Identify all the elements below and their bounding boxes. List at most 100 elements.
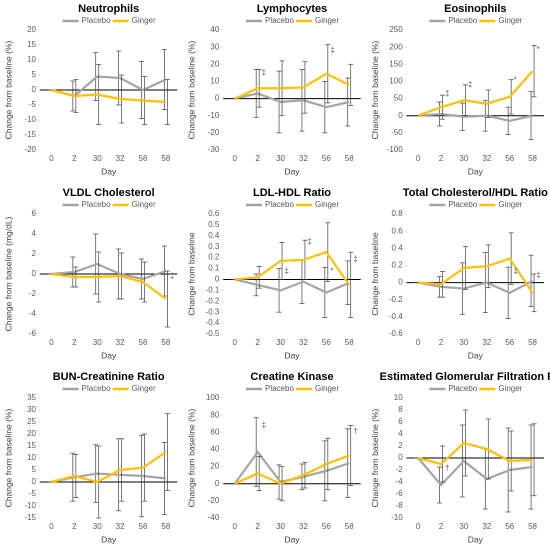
error-bar xyxy=(164,413,170,491)
annotation: ‡ xyxy=(468,80,472,89)
legend: Placebo Ginger xyxy=(62,384,156,393)
data-line xyxy=(417,441,533,466)
y-tick-label: -4 xyxy=(396,477,404,486)
x-tick-label: 30 xyxy=(93,154,102,163)
legend-label: Placebo xyxy=(448,16,477,25)
x-tick-label: 56 xyxy=(505,522,514,531)
chart-title: VLDL Cholesterol xyxy=(63,187,155,199)
y-tick-label: -5 xyxy=(29,100,37,109)
x-tick-label: 30 xyxy=(276,154,285,163)
y-tick-label: 0.6 xyxy=(392,226,404,235)
x-tick-label: 0 xyxy=(416,338,421,347)
y-axis-title: Change from baseline (%) xyxy=(370,40,380,139)
y-tick-label: 0 xyxy=(215,479,220,488)
y-tick-label: 4 xyxy=(398,429,403,438)
legend-label: Placebo xyxy=(265,384,294,393)
y-tick-label: 0 xyxy=(398,278,403,287)
y-tick-label: -0.4 xyxy=(389,312,403,321)
y-axis-title: Change from baseline (mg/dL) xyxy=(3,216,13,331)
error-bar xyxy=(164,79,170,125)
x-tick-label: 30 xyxy=(459,338,468,347)
legend-label: Placebo xyxy=(82,16,111,25)
legend-label: Ginger xyxy=(315,16,339,25)
y-tick-label: -15 xyxy=(24,130,36,139)
x-tick-label: 58 xyxy=(161,522,170,531)
y-tick-label: 40 xyxy=(210,25,219,34)
y-tick-label: 6 xyxy=(32,209,37,218)
legend-label: Ginger xyxy=(132,384,156,393)
y-tick-label: -30 xyxy=(208,145,220,154)
error-bar xyxy=(164,270,170,328)
annotation: ‡ xyxy=(307,237,311,246)
data-line xyxy=(417,279,534,295)
error-bar xyxy=(348,425,354,486)
x-axis-title: Day xyxy=(101,534,117,544)
x-tick-label: 2 xyxy=(439,338,444,347)
x-tick-label: 30 xyxy=(276,522,285,531)
x-tick-label: 56 xyxy=(322,154,331,163)
legend: Placebo Ginger xyxy=(62,200,156,209)
annotation: ‡ xyxy=(514,267,518,276)
x-axis-title: Day xyxy=(101,350,117,360)
legend: Placebo Ginger xyxy=(429,384,523,393)
data-line xyxy=(418,112,533,122)
x-tick-label: 32 xyxy=(116,154,125,163)
legend-label: Ginger xyxy=(498,16,522,25)
annotation: ‡ xyxy=(353,254,357,263)
chart-panel: Estimated Glomerular Filtration RatePlac… xyxy=(370,371,550,544)
annotation: ‡ xyxy=(330,45,334,54)
y-tick-label: 0 xyxy=(215,94,220,103)
y-tick-label: 0.5 xyxy=(208,220,220,229)
x-tick-label: 58 xyxy=(161,154,170,163)
x-tick-label: 2 xyxy=(72,154,77,163)
error-bar xyxy=(348,251,354,318)
y-tick-label: 40 xyxy=(210,445,219,454)
x-tick-label: 56 xyxy=(139,154,148,163)
y-tick-label: 0.4 xyxy=(392,243,404,252)
annotation: * xyxy=(537,45,540,54)
legend-label: Ginger xyxy=(315,200,339,209)
x-tick-label: 32 xyxy=(299,522,308,531)
x-tick-label: 30 xyxy=(276,338,285,347)
annotation: ‡ xyxy=(285,266,289,275)
y-tick-label: 0.6 xyxy=(208,209,220,218)
data-line xyxy=(234,92,350,109)
y-tick-label: -40 xyxy=(208,513,220,522)
x-tick-label: 58 xyxy=(528,154,537,163)
x-axis-title: Day xyxy=(468,534,484,544)
x-tick-label: 2 xyxy=(72,522,77,531)
annotation: * xyxy=(514,76,517,85)
x-tick-label: 2 xyxy=(439,154,444,163)
y-tick-label: 30 xyxy=(210,42,219,51)
y-tick-label: 10 xyxy=(210,77,219,86)
y-tick-label: -10 xyxy=(24,501,36,510)
y-tick-label: -0.2 xyxy=(206,296,220,305)
data-line xyxy=(234,454,350,485)
y-tick-label: 4 xyxy=(32,229,37,238)
x-tick-label: 58 xyxy=(345,154,354,163)
data-line xyxy=(51,88,166,104)
x-tick-label: 0 xyxy=(49,154,54,163)
x-tick-label: 30 xyxy=(93,522,102,531)
y-tick-label: -0.5 xyxy=(206,329,220,338)
data-line xyxy=(418,257,534,294)
x-axis-title: Day xyxy=(101,166,117,176)
y-axis-title: Change from baseline (%) xyxy=(3,408,13,507)
y-tick-label: -10 xyxy=(24,115,36,124)
legend-label: Ginger xyxy=(498,200,522,209)
chart-title: Eosinophils xyxy=(444,3,506,15)
y-tick-label: -6 xyxy=(396,489,404,498)
y-tick-label: 8 xyxy=(398,405,403,414)
x-tick-label: 2 xyxy=(255,338,260,347)
chart-title: Lymphocytes xyxy=(257,3,328,15)
x-tick-label: 58 xyxy=(161,338,170,347)
y-tick-label: 150 xyxy=(389,59,403,68)
y-axis-title: Change from baseline xyxy=(187,232,197,315)
y-tick-label: -50 xyxy=(391,128,403,137)
y-tick-label: 0 xyxy=(32,477,37,486)
chart-title: Estimated Glomerular Filtration Rate xyxy=(380,371,550,383)
error-bar xyxy=(348,63,354,106)
y-tick-label: -20 xyxy=(208,496,220,505)
